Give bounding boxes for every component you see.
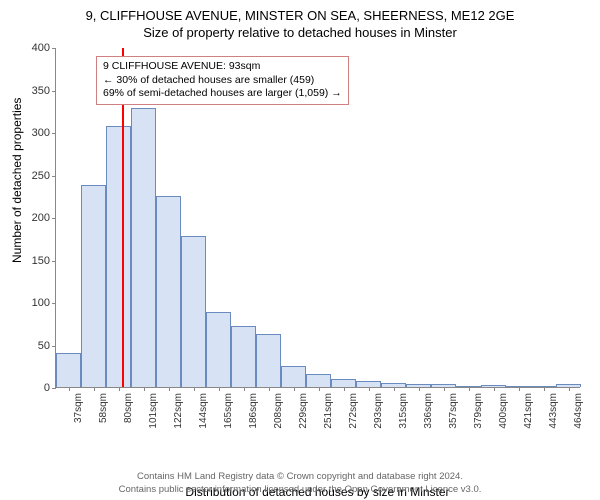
histogram-bar: [106, 126, 131, 387]
chart-container: Number of detached properties 0501001502…: [0, 48, 600, 443]
x-tick-mark: [469, 387, 470, 391]
histogram-bar: [56, 353, 81, 387]
x-tick-mark: [194, 387, 195, 391]
x-tick-label: 208sqm: [273, 393, 284, 429]
x-tick-mark: [569, 387, 570, 391]
histogram-bar: [181, 236, 206, 387]
x-tick-mark: [419, 387, 420, 391]
annotation-line: 69% of semi-detached houses are larger (…: [103, 87, 342, 101]
y-tick-mark: [52, 261, 56, 262]
x-tick-mark: [394, 387, 395, 391]
histogram-bar: [281, 366, 306, 387]
histogram-bar: [256, 334, 281, 387]
x-tick-label: 357sqm: [448, 393, 459, 429]
x-tick-label: 443sqm: [548, 393, 559, 429]
y-tick-label: 300: [16, 127, 56, 139]
y-tick-label: 250: [16, 170, 56, 182]
y-tick-label: 200: [16, 212, 56, 224]
x-tick-mark: [544, 387, 545, 391]
plot-area: 05010015020025030035040037sqm58sqm80sqm1…: [55, 48, 580, 388]
x-tick-mark: [169, 387, 170, 391]
x-tick-label: 293sqm: [373, 393, 384, 429]
x-tick-mark: [319, 387, 320, 391]
y-tick-mark: [52, 133, 56, 134]
y-tick-label: 100: [16, 297, 56, 309]
histogram-bar: [156, 196, 181, 387]
annotation-line: ← 30% of detached houses are smaller (45…: [103, 74, 342, 88]
x-tick-mark: [444, 387, 445, 391]
x-tick-label: 229sqm: [298, 393, 309, 429]
x-tick-mark: [69, 387, 70, 391]
y-tick-mark: [52, 91, 56, 92]
histogram-bar: [306, 374, 331, 387]
x-tick-label: 165sqm: [223, 393, 234, 429]
x-tick-label: 144sqm: [198, 393, 209, 429]
x-tick-label: 251sqm: [323, 393, 334, 429]
x-tick-mark: [269, 387, 270, 391]
y-tick-mark: [52, 346, 56, 347]
y-tick-label: 0: [16, 382, 56, 394]
histogram-bar: [81, 185, 106, 387]
x-tick-mark: [144, 387, 145, 391]
histogram-bar: [206, 312, 231, 387]
x-tick-mark: [244, 387, 245, 391]
x-tick-label: 58sqm: [98, 393, 109, 423]
x-tick-mark: [119, 387, 120, 391]
y-tick-mark: [52, 48, 56, 49]
y-tick-mark: [52, 388, 56, 389]
histogram-bar: [231, 326, 256, 387]
x-tick-label: 80sqm: [123, 393, 134, 423]
x-tick-label: 101sqm: [148, 393, 159, 429]
y-tick-label: 350: [16, 85, 56, 97]
footer-line2: Contains public sector information licen…: [0, 484, 600, 496]
y-tick-mark: [52, 218, 56, 219]
x-tick-mark: [494, 387, 495, 391]
x-tick-mark: [219, 387, 220, 391]
x-tick-label: 400sqm: [498, 393, 509, 429]
histogram-bar: [331, 379, 356, 388]
x-tick-mark: [369, 387, 370, 391]
page-subtitle: Size of property relative to detached ho…: [0, 23, 600, 40]
x-tick-label: 186sqm: [248, 393, 259, 429]
annotation-box: 9 CLIFFHOUSE AVENUE: 93sqm← 30% of detac…: [96, 56, 349, 105]
x-tick-label: 464sqm: [573, 393, 584, 429]
x-tick-label: 122sqm: [173, 393, 184, 429]
page-title-address: 9, CLIFFHOUSE AVENUE, MINSTER ON SEA, SH…: [0, 0, 600, 23]
x-tick-label: 336sqm: [423, 393, 434, 429]
annotation-line: 9 CLIFFHOUSE AVENUE: 93sqm: [103, 60, 342, 74]
y-tick-mark: [52, 176, 56, 177]
x-tick-label: 272sqm: [348, 393, 359, 429]
x-tick-mark: [519, 387, 520, 391]
x-tick-mark: [294, 387, 295, 391]
footer-attribution: Contains HM Land Registry data © Crown c…: [0, 471, 600, 496]
histogram-bar: [131, 108, 156, 387]
y-tick-label: 400: [16, 42, 56, 54]
y-tick-mark: [52, 303, 56, 304]
x-tick-label: 315sqm: [398, 393, 409, 429]
footer-line1: Contains HM Land Registry data © Crown c…: [0, 471, 600, 483]
y-tick-label: 50: [16, 340, 56, 352]
x-tick-label: 37sqm: [73, 393, 84, 423]
y-tick-label: 150: [16, 255, 56, 267]
x-tick-label: 421sqm: [523, 393, 534, 429]
x-tick-label: 379sqm: [473, 393, 484, 429]
x-tick-mark: [344, 387, 345, 391]
x-tick-mark: [94, 387, 95, 391]
